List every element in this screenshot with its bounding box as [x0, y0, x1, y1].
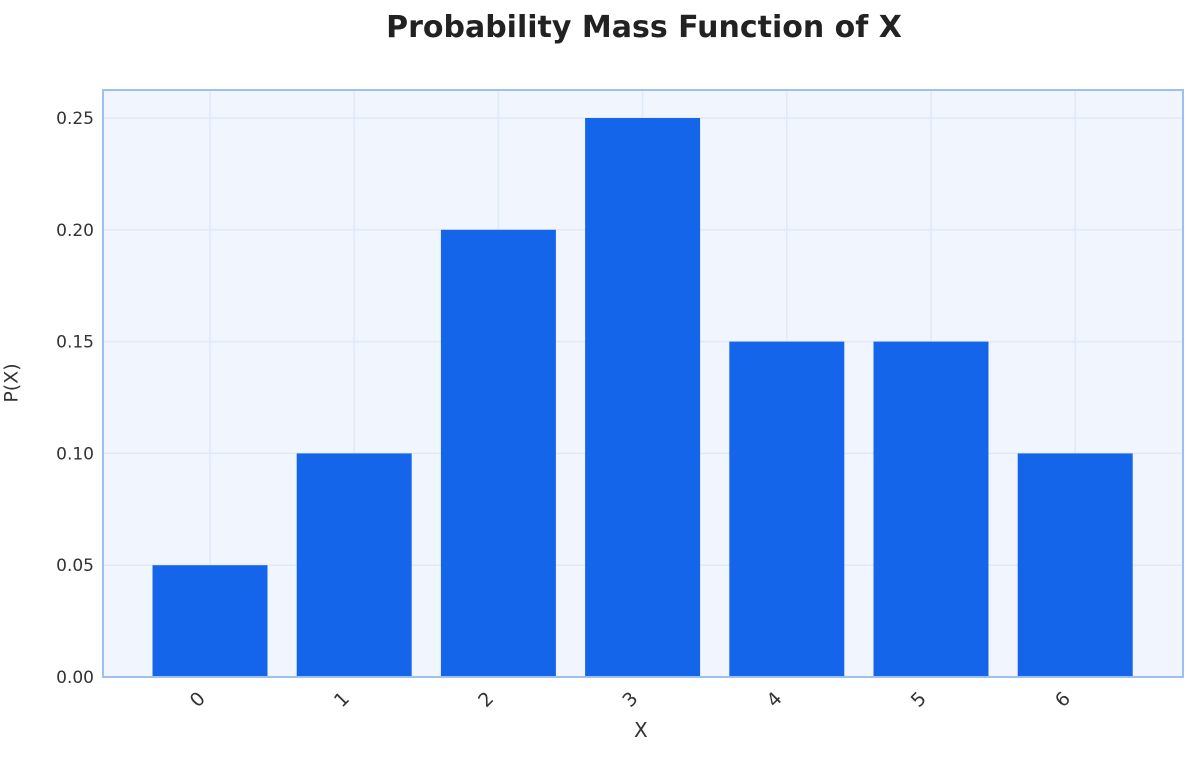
- bar-5: [873, 341, 989, 677]
- y-tick-label: 0.10: [56, 444, 94, 464]
- x-tick-label: 0: [186, 688, 210, 712]
- bar-6: [1017, 453, 1133, 677]
- chart-title: Probability Mass Function of X: [386, 10, 902, 45]
- x-tick-label: 6: [1051, 688, 1075, 712]
- x-tick-label: 4: [763, 688, 787, 712]
- bar-0: [152, 565, 268, 677]
- y-tick-label: 0.15: [56, 333, 94, 353]
- y-tick-label: 0.00: [56, 668, 94, 688]
- plot-frame: [102, 89, 1184, 678]
- bar-3: [585, 118, 701, 677]
- y-tick-label: 0.05: [56, 556, 94, 576]
- bar-2: [440, 229, 556, 678]
- bar-1: [296, 453, 412, 677]
- y-tick-label: 0.20: [56, 221, 94, 241]
- y-tick-label: 0.25: [56, 109, 94, 129]
- y-axis-label: P(X): [0, 363, 23, 403]
- x-tick-label: 3: [618, 688, 642, 712]
- x-tick-label: 2: [474, 688, 498, 712]
- x-tick-label: 5: [907, 688, 931, 712]
- bar-4: [729, 341, 845, 677]
- x-axis-label: X: [634, 718, 648, 742]
- x-tick-label: 1: [330, 688, 354, 712]
